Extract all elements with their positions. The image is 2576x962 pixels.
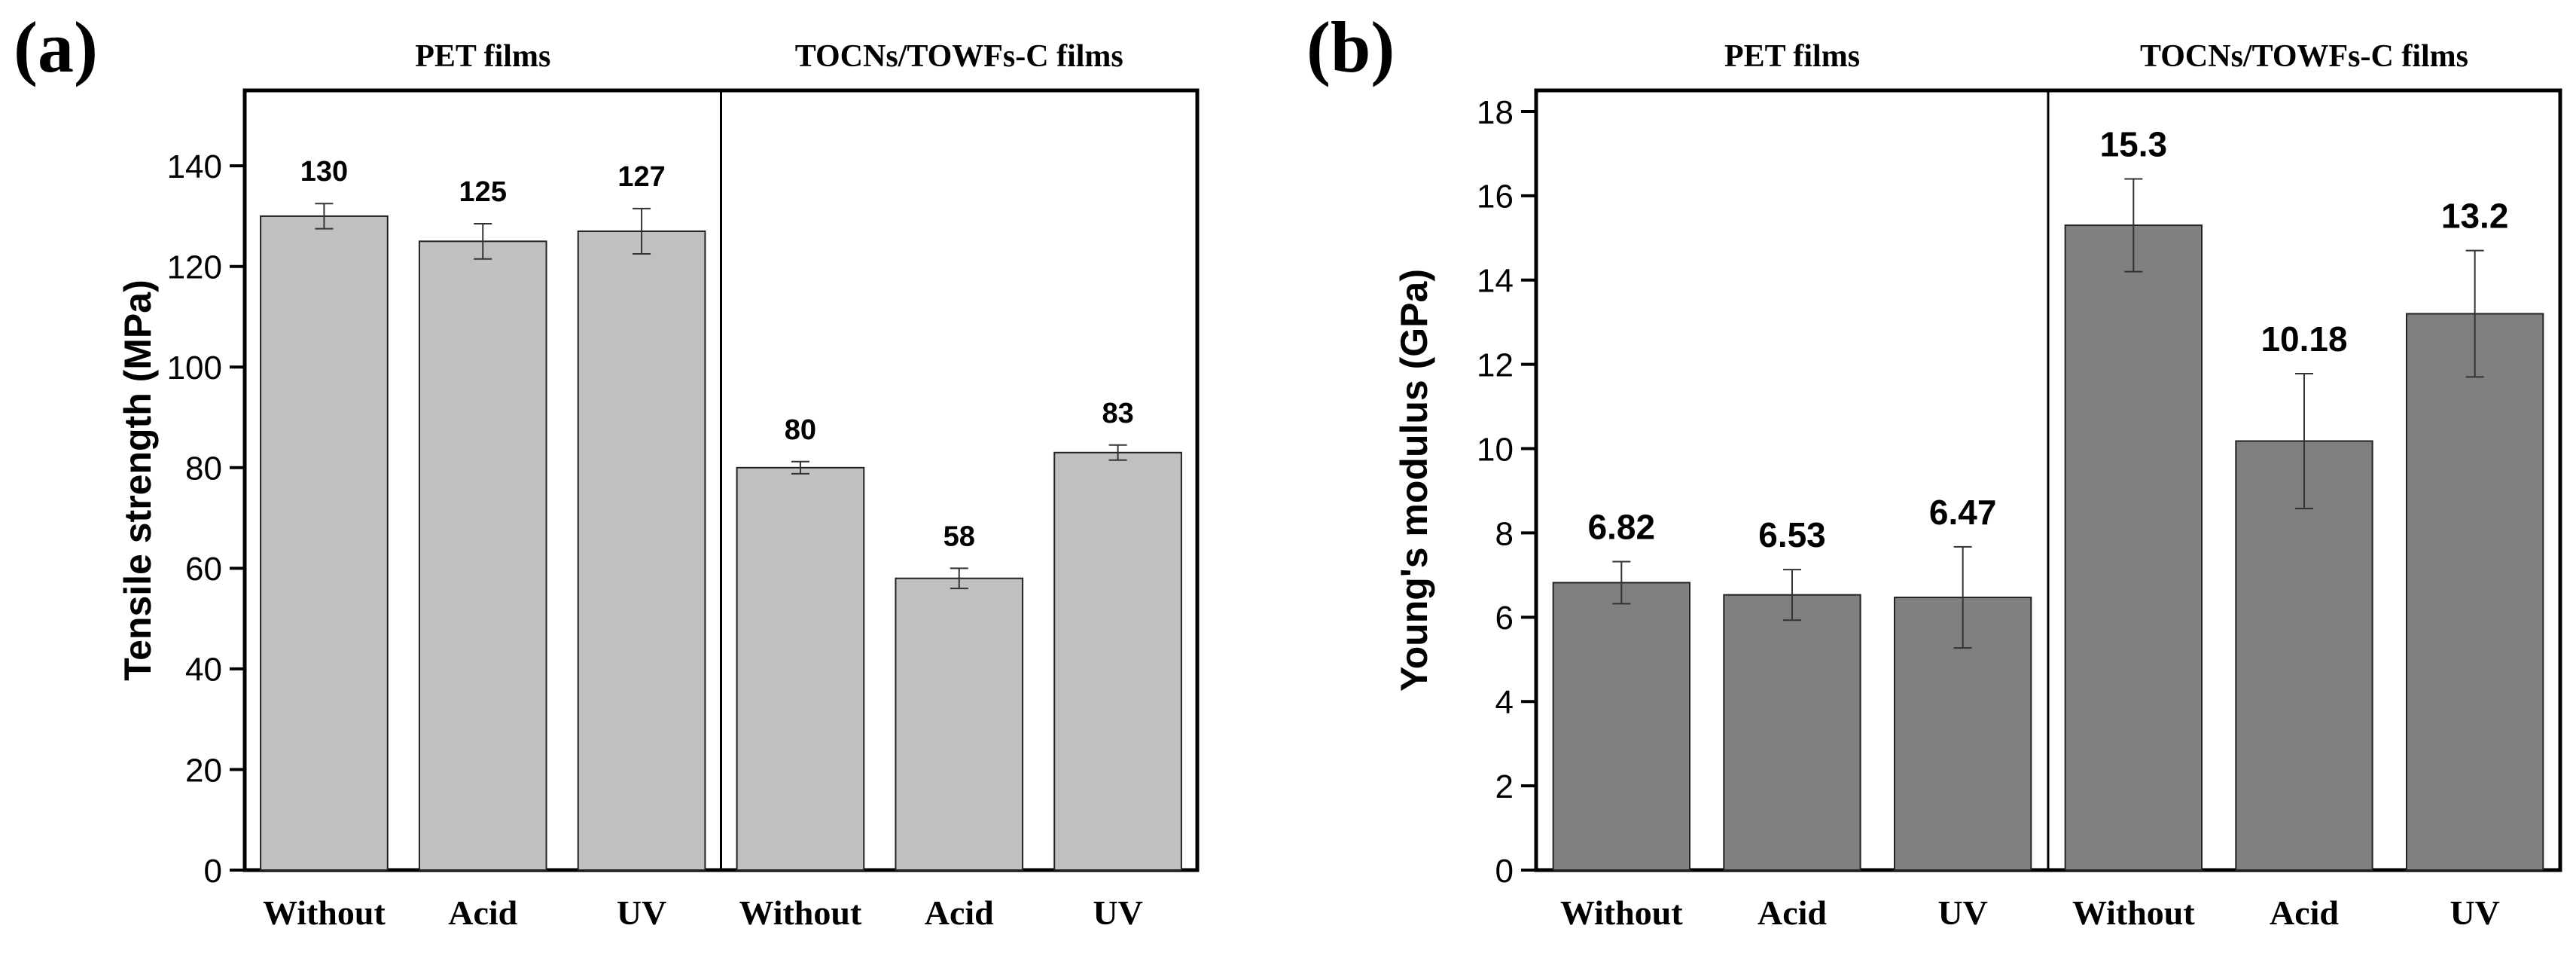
y-tick-label: 120 (167, 249, 222, 286)
y-axis-label: Young's modulus (GPa) (1393, 269, 1435, 692)
data-label: 83 (1102, 398, 1133, 429)
chart-panel-b: (b) PET films TOCNs/TOWFs-C films 0 2 4 6 8 10 12… (1306, 7, 2562, 932)
x-tick-label: UV (1937, 893, 1987, 932)
panel-label: (b) (1306, 7, 1395, 87)
y-tick-label: 8 (1495, 515, 1514, 552)
bar (1723, 594, 1861, 871)
data-label: 15.3 (2100, 124, 2168, 163)
group-label-pet: PET films (1724, 39, 1860, 74)
y-axis-label: Tensile strength (MPa) (117, 279, 159, 680)
x-tick-label: Acid (2270, 893, 2339, 932)
data-label: 13.2 (2441, 197, 2509, 236)
bar (577, 230, 706, 872)
bar (260, 215, 389, 871)
x-tick-label: Acid (1757, 893, 1827, 932)
y-tick-label: 0 (1495, 853, 1514, 890)
data-label: 130 (300, 156, 348, 188)
x-tick-label: Without (263, 893, 386, 932)
y-tick-label: 4 (1495, 684, 1514, 721)
y-tick-label: 80 (185, 450, 222, 487)
y-tick-label: 60 (185, 551, 222, 588)
bar (736, 466, 865, 871)
bar (2406, 313, 2544, 872)
y-tick-label: 100 (167, 350, 222, 386)
bar (1552, 582, 1691, 872)
y-tick-label: 40 (185, 652, 222, 689)
bar (2235, 440, 2373, 871)
group-label-tocns: TOCNs/TOWFs-C films (2140, 39, 2468, 74)
data-label: 80 (785, 414, 816, 446)
x-tick-label: UV (1093, 893, 1142, 932)
x-tick-label: Without (2072, 893, 2195, 932)
x-tick-label: Without (739, 893, 862, 932)
group-label-tocns: TOCNs/TOWFs-C films (795, 39, 1123, 74)
y-tick-label: 0 (204, 853, 222, 890)
bar (418, 240, 547, 871)
data-label: 127 (617, 161, 665, 193)
y-tick-label: 14 (1477, 263, 1514, 300)
y-tick-label: 16 (1477, 179, 1514, 215)
data-label: 125 (459, 176, 507, 208)
data-label: 10.18 (2260, 319, 2347, 359)
y-tick-label: 20 (185, 752, 222, 789)
data-label: 58 (944, 521, 975, 552)
x-tick-label: Acid (925, 893, 994, 932)
panel-label: (a) (14, 7, 98, 87)
x-tick-label: Without (1560, 893, 1683, 932)
y-tick-label: 10 (1477, 431, 1514, 468)
y-tick-label: 6 (1495, 600, 1514, 637)
y-tick-label: 140 (167, 148, 222, 185)
bar (2064, 224, 2203, 871)
y-tick-label: 18 (1477, 94, 1514, 131)
x-tick-label: UV (617, 893, 666, 932)
data-label: 6.47 (1929, 493, 1997, 532)
y-tick-label: 12 (1477, 347, 1514, 383)
x-tick-label: UV (2449, 893, 2499, 932)
x-tick-label: Acid (448, 893, 517, 932)
bar (895, 577, 1024, 871)
bar (1053, 451, 1182, 871)
chart-panel-a: (a) PET films TOCNs/TOWFs-C films 0 20 40 60 80… (14, 7, 1200, 932)
group-label-pet: PET films (415, 39, 550, 74)
data-label: 6.82 (1588, 507, 1656, 546)
y-tick-label: 2 (1495, 768, 1514, 805)
data-label: 6.53 (1758, 515, 1826, 554)
